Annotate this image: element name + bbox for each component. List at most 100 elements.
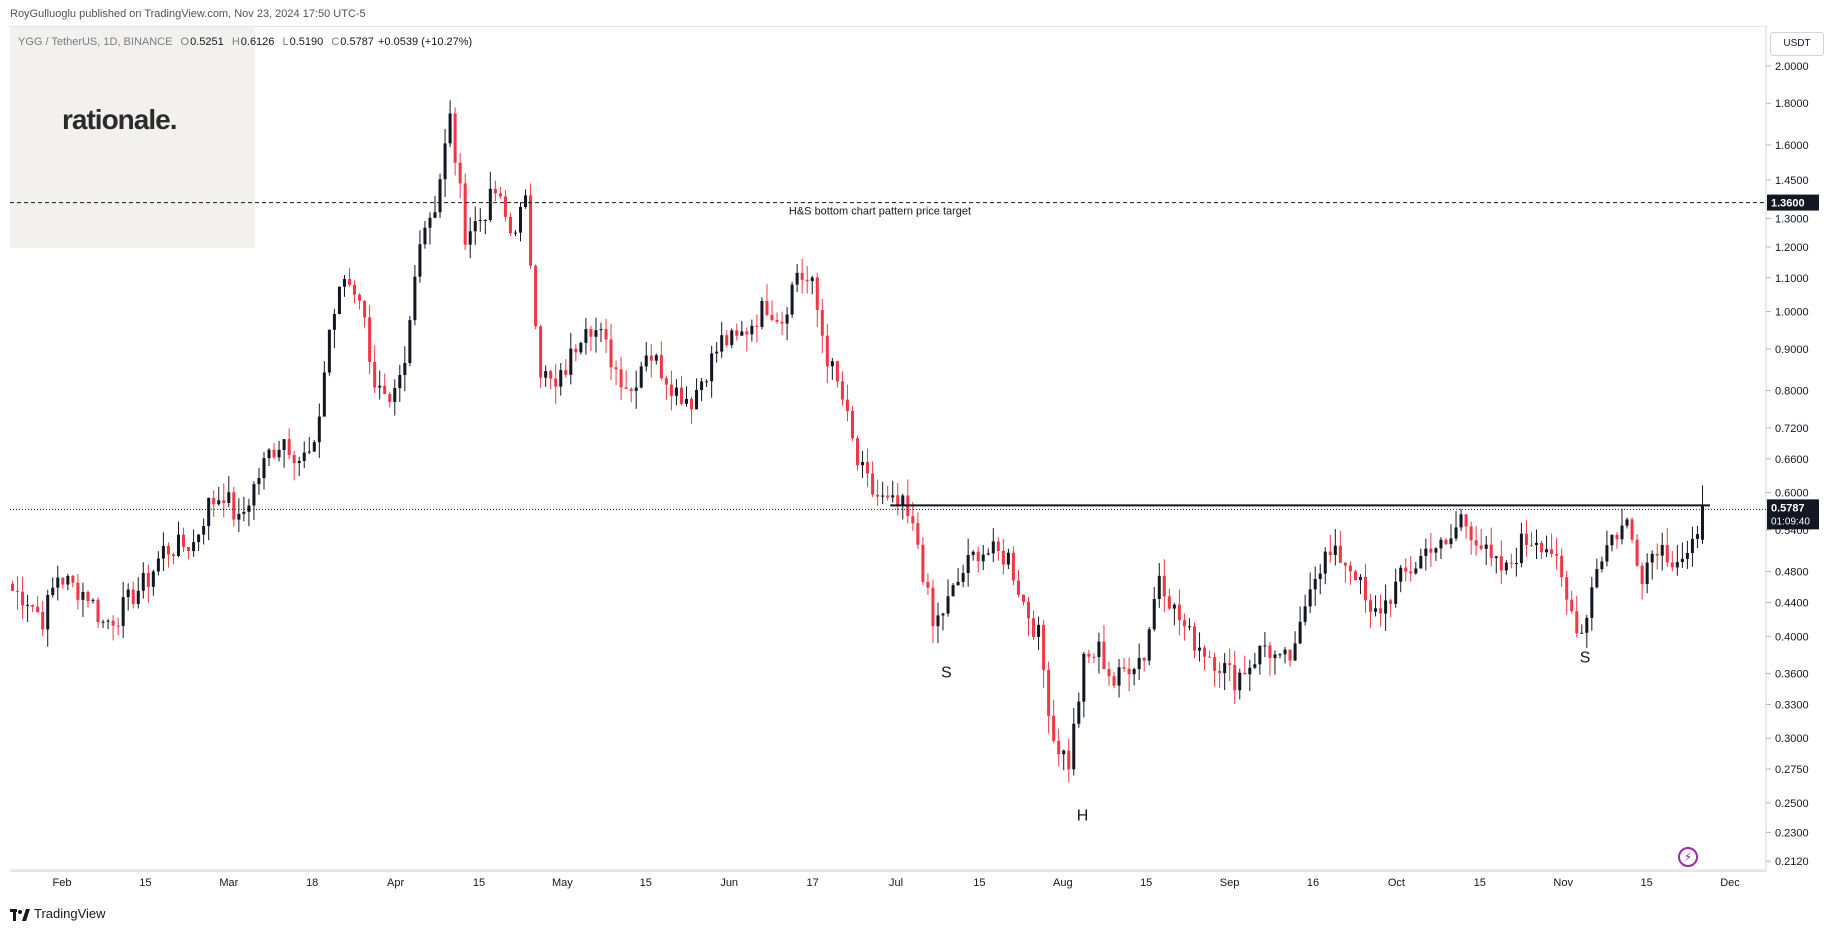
candle-body (1700, 505, 1704, 540)
candle-body (101, 621, 105, 623)
time-tick-label: 15 (973, 877, 985, 889)
price-tick-label: 0.6600 (1775, 454, 1809, 466)
candle-body (1384, 600, 1388, 614)
candle-body (1379, 608, 1383, 614)
candle-body (1027, 601, 1031, 619)
candle-body (634, 387, 638, 391)
candle-body (1333, 545, 1337, 555)
candle-body (886, 495, 890, 498)
candle-body (41, 611, 45, 630)
candle-body (524, 195, 528, 208)
time-tick-label: 17 (806, 877, 818, 889)
lightning-icon[interactable]: ⚡ (1678, 847, 1698, 867)
candle-body (71, 575, 75, 583)
candle-body (1107, 669, 1111, 677)
candle-body (373, 361, 377, 388)
candle-body (1645, 562, 1649, 585)
candle-body (750, 325, 754, 335)
candle-body (513, 232, 517, 234)
ohlc-legend: YGG / TetherUS, 1D, BINANCE O0.5251 H0.6… (18, 36, 472, 48)
candle-body (1313, 578, 1317, 590)
candle-body (358, 294, 362, 301)
candle-body (1092, 656, 1096, 658)
candle-body (1303, 606, 1307, 622)
candle-body (327, 329, 331, 373)
currency-selector[interactable]: USDT (1770, 32, 1824, 56)
candle-body (871, 473, 875, 495)
candle-body (146, 572, 150, 587)
candle-body (1565, 577, 1569, 600)
candle-body (931, 587, 935, 627)
candle-body (187, 546, 191, 552)
current-price-badge (1767, 499, 1819, 530)
candle-body (292, 455, 296, 464)
candle-body (508, 216, 512, 234)
candle-body (252, 484, 256, 506)
candle-body (1650, 553, 1654, 563)
candle-body (317, 416, 321, 443)
candle-body (192, 542, 196, 552)
candle-body (1223, 663, 1227, 674)
candle-body (176, 534, 181, 557)
candle-body (881, 495, 885, 497)
candle-body (322, 372, 326, 417)
candle-body (473, 221, 477, 232)
candle-body (1087, 653, 1091, 657)
candle-body (1233, 664, 1237, 691)
candle-body (941, 613, 945, 616)
candle-body (26, 604, 30, 606)
time-tick-label: Apr (387, 877, 404, 889)
time-tick-label: Mar (219, 877, 238, 889)
price-tick-label: 0.2300 (1775, 827, 1809, 839)
candle-body (1695, 534, 1699, 539)
candle-body (1439, 539, 1443, 549)
price-tick-label: 0.6000 (1775, 488, 1809, 500)
candle-body (1489, 544, 1493, 559)
price-tick-label: 1.1000 (1775, 273, 1809, 285)
candle-body (363, 300, 367, 318)
candle-body (267, 449, 271, 459)
candle-body (1067, 750, 1071, 770)
candle-body (1278, 654, 1282, 656)
candle-body (936, 615, 940, 627)
candle-body (1077, 701, 1081, 724)
price-tick-label: 0.2500 (1775, 798, 1809, 810)
tradingview-brand[interactable]: TradingView (10, 906, 106, 921)
candle-body (599, 329, 603, 331)
candle-body (559, 370, 563, 387)
candle-body (1021, 594, 1025, 602)
candle-body (257, 478, 261, 485)
rationale-logo: rationale. (62, 104, 177, 135)
candle-body (569, 348, 573, 375)
candle-body (237, 513, 241, 520)
candle-body (1534, 542, 1539, 546)
time-tick-label: Dec (1720, 877, 1740, 889)
candle-body (307, 451, 311, 453)
candle-body (1444, 539, 1448, 545)
candle-body (1560, 555, 1564, 578)
candle-body (197, 534, 201, 543)
close-label: C (331, 36, 340, 48)
candle-body (901, 495, 905, 506)
candle-body (820, 309, 824, 336)
candle-body (1243, 672, 1247, 675)
price-tick-label: 1.3000 (1775, 214, 1809, 226)
candle-body (1052, 715, 1056, 741)
candle-body (463, 183, 467, 245)
candle-body (976, 551, 980, 562)
candle-body (182, 534, 186, 547)
candle-body (996, 541, 1000, 551)
candle-body (921, 544, 925, 582)
price-tick-label: 0.4000 (1775, 631, 1809, 643)
time-tick-label: 15 (139, 877, 151, 889)
candle-body (111, 620, 115, 626)
candle-body (1454, 527, 1458, 539)
candle-body (961, 573, 965, 582)
candle-body (1474, 540, 1478, 546)
candle-body (131, 589, 135, 604)
time-tick-label: Aug (1053, 877, 1073, 889)
candle-body (1675, 562, 1679, 568)
candle-body (1575, 611, 1579, 634)
candle-body (1102, 641, 1106, 670)
